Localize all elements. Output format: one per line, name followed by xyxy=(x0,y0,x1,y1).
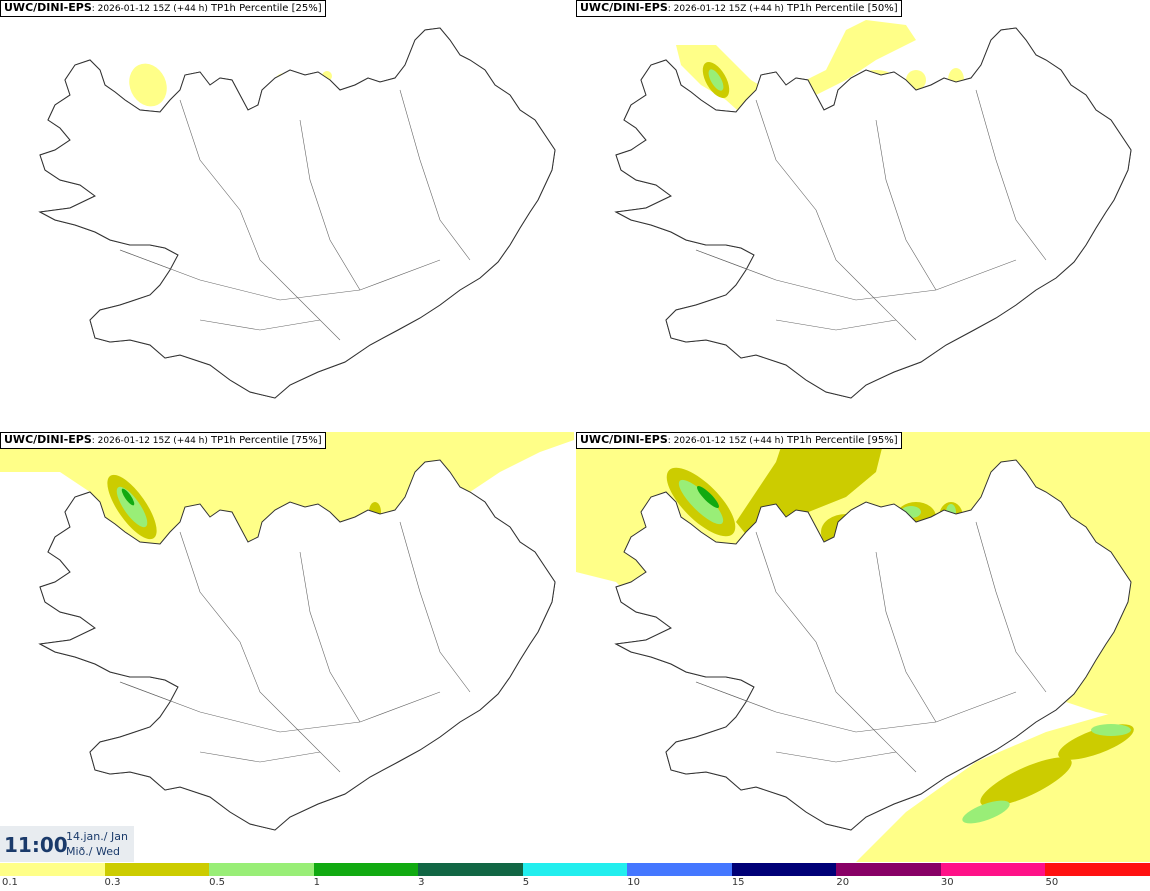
map-panel-p95: UWC/DINI-EPS: 2026-01-12 15Z (+44 h) TP1… xyxy=(576,432,1150,862)
legend-swatch xyxy=(209,863,314,876)
model-source: UWC/DINI-EPS xyxy=(4,1,92,14)
run-date: : 2026-01-12 15Z (+44 h) xyxy=(91,436,208,446)
legend-swatch xyxy=(836,863,941,876)
legend-label: 3 xyxy=(418,877,425,888)
panel-title: UWC/DINI-EPS: 2026-01-12 15Z (+44 h) TP1… xyxy=(576,0,902,17)
legend-label: 0.3 xyxy=(104,877,121,888)
legend-swatch xyxy=(940,863,1046,876)
legend-label: 50 xyxy=(1045,877,1059,888)
legend-swatch xyxy=(731,863,837,876)
iceland-map xyxy=(0,432,574,831)
valid-weekday: Mið./ Wed xyxy=(66,845,120,858)
run-date: : 2026-01-12 15Z (+44 h) xyxy=(667,436,784,446)
product-label: TP1h Percentile [75%] xyxy=(207,435,322,446)
legend-label: 0.1 xyxy=(2,877,18,888)
legend-label: 30 xyxy=(940,877,954,888)
iceland-map xyxy=(576,432,1150,862)
legend-swatch xyxy=(104,863,210,876)
model-source: UWC/DINI-EPS xyxy=(580,1,668,14)
panel-title: UWC/DINI-EPS: 2026-01-12 15Z (+44 h) TP1… xyxy=(0,432,326,449)
legend-swatch xyxy=(1045,863,1150,876)
legend-swatch xyxy=(313,863,419,876)
valid-date: 14.jan./ Jan xyxy=(66,830,128,843)
model-source: UWC/DINI-EPS xyxy=(580,433,668,446)
iceland-map xyxy=(39,27,556,399)
legend-label: 0.5 xyxy=(209,877,225,888)
valid-time-box: 11:00 14.jan./ Jan Mið./ Wed xyxy=(0,826,134,862)
map-panel-p25: UWC/DINI-EPS: 2026-01-12 15Z (+44 h) TP1… xyxy=(0,0,574,430)
legend-swatch xyxy=(627,863,732,876)
legend-swatch xyxy=(522,863,628,876)
map-panel-p75: UWC/DINI-EPS: 2026-01-12 15Z (+44 h) TP1… xyxy=(0,432,574,862)
product-label: TP1h Percentile [95%] xyxy=(783,435,898,446)
run-date: : 2026-01-12 15Z (+44 h) xyxy=(667,4,784,14)
legend-label: 20 xyxy=(836,877,850,888)
legend-label: 10 xyxy=(627,877,640,888)
run-date: : 2026-01-12 15Z (+44 h) xyxy=(91,4,208,14)
legend-swatch xyxy=(0,863,105,876)
legend-label: 15 xyxy=(731,877,745,888)
model-source: UWC/DINI-EPS xyxy=(4,433,92,446)
legend-swatch xyxy=(418,863,523,876)
product-label: TP1h Percentile [25%] xyxy=(207,3,322,14)
map-panel-p50: UWC/DINI-EPS: 2026-01-12 15Z (+44 h) TP1… xyxy=(576,0,1150,430)
panel-title: UWC/DINI-EPS: 2026-01-12 15Z (+44 h) TP1… xyxy=(576,432,902,449)
iceland-map xyxy=(615,20,1132,399)
color-legend: 0.1 0.3 0.5 1 3 5 10 15 20 30 50 xyxy=(0,863,1150,891)
panel-title: UWC/DINI-EPS: 2026-01-12 15Z (+44 h) TP1… xyxy=(0,0,326,17)
legend-label: 5 xyxy=(522,877,530,888)
legend-label: 1 xyxy=(313,877,320,888)
valid-time: 11:00 xyxy=(4,833,68,857)
product-label: TP1h Percentile [50%] xyxy=(783,3,898,14)
